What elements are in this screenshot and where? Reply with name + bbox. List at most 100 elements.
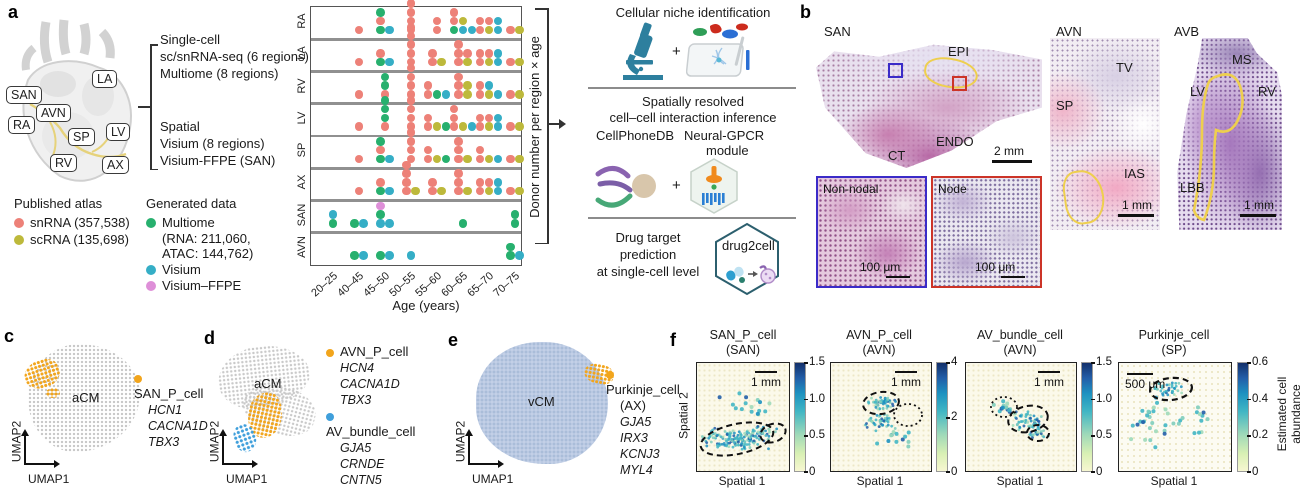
panel-letter-c: c xyxy=(4,326,15,346)
donor-dot-multiome xyxy=(376,186,385,196)
donor-dot-visium xyxy=(467,25,476,35)
age-axis-label: Age (years) xyxy=(392,298,460,313)
sp2-plot: 1 mm xyxy=(830,362,932,472)
donor-dot-snrna xyxy=(428,49,437,58)
colorbar-tick: 2 xyxy=(951,411,958,423)
san-image-title: SAN xyxy=(824,24,851,39)
sp2-scale-bar xyxy=(895,371,917,374)
modality-bracket-heart-tick xyxy=(138,106,150,108)
sp2-title: AVN_P_cell (AVN) xyxy=(846,328,912,357)
donor-dot-visium xyxy=(359,251,368,260)
visium-dot-icon xyxy=(146,265,156,275)
donor-dot-multiome xyxy=(350,219,359,228)
donor-dot-snrna xyxy=(506,57,515,67)
donor-dot-snrna xyxy=(428,178,437,187)
ct-label: CT xyxy=(888,148,906,163)
umap-e-genes: GJA5 IRX3 KCNJ3 MYL4 xyxy=(620,415,660,477)
donor-dot-snrna xyxy=(380,90,389,99)
donor-dot-snrna xyxy=(428,57,437,67)
donor-dot-visium xyxy=(385,186,394,196)
umap-e-vcm-cloud xyxy=(476,342,608,464)
snrna-dot-icon xyxy=(14,218,24,228)
san-scale-text: 2 mm xyxy=(994,144,1024,158)
donor-dot-multiome xyxy=(376,8,385,17)
donor-dot-scrna xyxy=(515,186,524,196)
modality-bracket-bottom-tick xyxy=(150,168,158,170)
legend-multiome-sub2: ATAC: 144,762) xyxy=(162,246,254,261)
donor-dot-snrna xyxy=(506,122,515,131)
plus-2: + xyxy=(672,177,681,194)
donor-dot-snrna xyxy=(406,154,415,164)
donor-dot-multiome xyxy=(510,210,519,219)
donor-dot-visium xyxy=(484,81,493,90)
donor-dot-snrna xyxy=(376,178,385,187)
sp4-scale-bar xyxy=(1127,373,1153,376)
donor-dot-snrna xyxy=(354,90,363,99)
colorbar-tick: 4 xyxy=(951,356,958,368)
donor-dot-snrna xyxy=(406,49,415,58)
donor-dot-snrna xyxy=(449,104,458,114)
cellphonedb-label: CellPhoneDB xyxy=(596,128,675,143)
donor-dot-visium xyxy=(493,90,502,99)
donor-dot-snrna xyxy=(454,169,463,178)
umap-d-acm-label: aCM xyxy=(254,376,282,391)
donor-dot-snrna xyxy=(484,178,493,187)
umap-d-legend-2: AV_bundle_cell GJA5 CRNDE CNTN5 xyxy=(326,408,424,488)
donor-dot-visium xyxy=(376,219,385,228)
donor-dot-visium xyxy=(385,57,394,67)
colorbar-tick: 0 xyxy=(951,466,958,478)
umap-d: aCM UMAP2 UMAP1 AVN_P_cell HCN4 CACNA1D … xyxy=(208,336,424,488)
colorbar-tick: 0 xyxy=(1252,466,1259,478)
endo-label: ENDO xyxy=(936,134,974,149)
workflow-arrowhead-icon xyxy=(559,119,566,129)
umap-c-legend: SAN_P_cell HCN1 CACNA1D TBX3 xyxy=(134,370,214,450)
colorbar-tick: 0.6 xyxy=(1252,356,1268,368)
san-p-cell-dot-icon xyxy=(134,375,142,383)
donor-dot-snrna xyxy=(432,25,441,35)
avb-image-title: AVB xyxy=(1174,24,1200,39)
legend-visium: Visium xyxy=(146,262,201,278)
sp2-scale-text: 1 mm xyxy=(891,375,921,389)
donor-dot-snrna xyxy=(463,49,472,58)
donor-dot-snrna xyxy=(423,81,432,90)
donor-dot-snrna xyxy=(449,8,458,17)
donor-dot-snrna xyxy=(406,0,415,8)
sp4-scatter xyxy=(1129,376,1210,450)
drug2cell-label: drug2cell xyxy=(722,238,775,253)
donor-bracket-bottom-tick xyxy=(535,242,547,244)
umap-c-axes-icon xyxy=(21,429,60,468)
donor-dot-scrna xyxy=(484,25,493,35)
donor-dot-snrna xyxy=(475,90,484,99)
modality-bracket-top-tick xyxy=(150,44,158,46)
legend-scrna: scRNA (135,698) xyxy=(14,232,129,248)
donor-dot-visium xyxy=(493,122,502,131)
donor-dot-snrna xyxy=(449,122,458,131)
donor-dot-scrna xyxy=(437,57,446,67)
node-scale-bar xyxy=(1001,276,1025,279)
donor-dot-multiome xyxy=(376,210,385,219)
donor-dot-scrna xyxy=(458,122,467,131)
heart-label-avn: AVN xyxy=(36,104,71,122)
workflow-title-3b: prediction xyxy=(619,247,677,262)
donor-dot-multiome xyxy=(441,122,450,131)
donor-dot-snrna xyxy=(475,178,484,187)
donor-dot-snrna xyxy=(406,137,415,146)
donor-dot-snrna xyxy=(454,154,463,164)
legend-visium-ffpe: Visium–FFPE xyxy=(146,278,241,294)
sp3-scale-bar xyxy=(1038,371,1060,374)
donor-dot-snrna xyxy=(406,145,415,155)
sp4-scale-text: 500 μm xyxy=(1125,377,1166,391)
rv-label: RV xyxy=(1258,84,1276,99)
donor-dot-snrna xyxy=(406,113,415,123)
legend-multiome-sub1: (RNA: 211,060, xyxy=(162,231,251,246)
sp3-plot: 1 mm xyxy=(965,362,1077,472)
donor-dot-multiome xyxy=(376,57,385,67)
sp1-xlabel: Spatial 1 xyxy=(718,474,766,488)
donor-dot-visium xyxy=(493,25,502,35)
purkinje-cell-dot-icon xyxy=(606,371,614,379)
sp1-plot: 1 mm xyxy=(696,362,790,472)
umap-c-y-label: UMAP2 xyxy=(9,420,24,463)
donor-dot-snrna xyxy=(475,16,484,26)
umap-c-genes: HCN1 CACNA1D TBX3 xyxy=(148,403,208,449)
cbar-axis-label: Estimated cell abundance xyxy=(1275,376,1300,452)
